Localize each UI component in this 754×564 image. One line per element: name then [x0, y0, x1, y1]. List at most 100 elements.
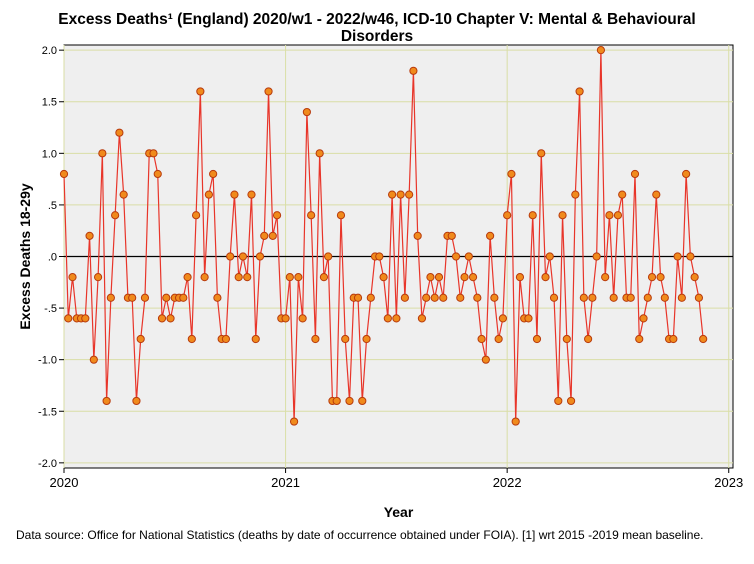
data-point	[128, 293, 137, 302]
data-point	[537, 149, 546, 158]
data-point	[132, 396, 141, 406]
data-point	[341, 334, 350, 344]
data-point	[498, 314, 507, 323]
data-point	[251, 334, 260, 344]
data-point	[179, 293, 188, 302]
data-point	[652, 190, 661, 199]
data-point	[298, 314, 307, 323]
data-point	[324, 252, 333, 261]
data-point	[647, 273, 657, 282]
data-point	[255, 252, 265, 261]
data-point	[473, 293, 482, 302]
data-point	[477, 334, 486, 344]
data-point	[311, 334, 320, 344]
x-tick-label: 2023	[714, 475, 743, 490]
data-point	[234, 273, 243, 282]
data-point	[196, 87, 205, 96]
data-point	[584, 334, 593, 344]
data-point	[345, 396, 354, 406]
data-point	[281, 314, 290, 323]
data-point	[618, 190, 627, 199]
data-point	[336, 211, 346, 220]
data-point	[140, 293, 150, 302]
data-point	[545, 252, 554, 261]
data-point	[111, 211, 120, 220]
data-point	[682, 169, 691, 179]
data-point	[592, 252, 601, 261]
data-point	[494, 334, 503, 344]
data-point	[639, 314, 648, 323]
y-tick-label: -2.0	[38, 458, 57, 470]
data-point	[115, 128, 124, 137]
data-point	[213, 293, 222, 302]
data-point	[613, 211, 623, 220]
chart-title-line-2: Disorders	[340, 28, 414, 45]
data-point	[400, 293, 409, 302]
data-point	[366, 293, 375, 302]
data-point	[626, 293, 635, 302]
data-point	[468, 273, 478, 282]
data-point	[209, 169, 218, 179]
data-point	[643, 293, 652, 302]
data-point	[588, 293, 597, 302]
data-point	[609, 293, 618, 302]
data-point	[238, 252, 248, 261]
data-point	[677, 293, 686, 302]
data-point	[430, 293, 439, 302]
data-point	[515, 273, 525, 282]
data-point	[686, 252, 695, 261]
data-point	[456, 293, 465, 302]
data-point	[230, 190, 239, 199]
data-point	[426, 273, 435, 282]
y-tick-label: -1.0	[38, 355, 57, 367]
data-point	[464, 252, 473, 261]
data-point	[439, 293, 448, 302]
data-point	[451, 252, 461, 261]
data-point	[481, 355, 490, 364]
data-point	[290, 417, 299, 426]
data-point	[630, 169, 640, 179]
data-point	[85, 231, 94, 240]
data-point	[268, 231, 277, 240]
data-point	[434, 273, 444, 282]
data-point	[575, 87, 584, 96]
data-point	[486, 231, 495, 240]
data-point	[460, 273, 469, 282]
data-point	[315, 149, 324, 158]
data-point	[447, 231, 456, 240]
data-point	[605, 211, 614, 220]
data-point	[98, 149, 107, 158]
y-tick-label: .5	[48, 200, 57, 212]
data-point	[507, 169, 516, 179]
data-point	[226, 252, 235, 261]
y-tick-label: -.5	[44, 303, 57, 315]
axes: 2.0 1.5 1.0 .5 .0 -.5 -1.0 -1.5 -2.0 2020 2021 2022…	[38, 45, 743, 490]
data-point	[379, 273, 388, 282]
data-point	[383, 314, 392, 323]
y-tick-label: -1.5	[38, 406, 57, 418]
data-point	[579, 293, 588, 302]
data-point	[183, 273, 192, 282]
data-point	[558, 211, 567, 220]
data-point	[247, 190, 256, 199]
data-point	[162, 293, 171, 302]
data-point	[409, 66, 418, 75]
data-series	[59, 46, 708, 426]
data-point	[260, 231, 269, 240]
data-point	[243, 273, 252, 282]
data-point	[59, 169, 69, 179]
x-tick-label: 2021	[271, 475, 300, 490]
data-point	[68, 273, 77, 282]
data-point	[601, 273, 610, 282]
data-point	[549, 293, 559, 302]
data-point	[673, 252, 682, 261]
x-tick-label: 2020	[50, 475, 79, 490]
x-axis-label: Year	[384, 504, 414, 520]
data-point	[319, 273, 329, 282]
data-point	[699, 334, 708, 344]
data-point	[200, 273, 209, 282]
data-point	[204, 190, 213, 199]
data-point	[388, 190, 397, 199]
data-source-footnote: Data source: Office for National Statist…	[16, 528, 704, 542]
data-point	[89, 355, 98, 364]
